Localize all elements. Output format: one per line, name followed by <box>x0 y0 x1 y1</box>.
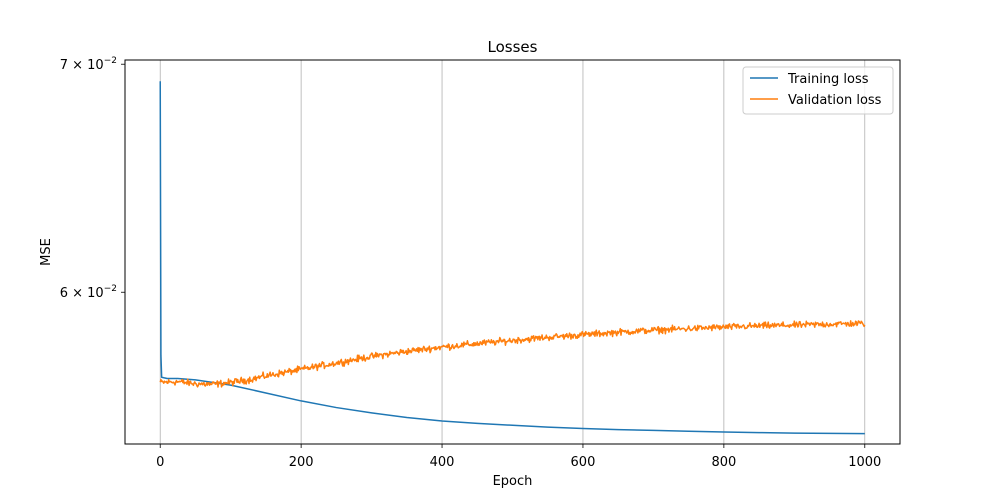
legend-label-training-loss: Training loss <box>787 72 869 87</box>
y-tick-label: 7 × 10−2 <box>60 56 117 73</box>
plot-frame <box>124 59 901 445</box>
series-line-validation-loss <box>159 320 866 388</box>
y-axis: 7 × 10−2 6 × 10−2 <box>60 56 125 301</box>
x-axis: 0 200 400 600 800 1000 <box>156 444 881 470</box>
x-tick-label: 400 <box>430 455 455 470</box>
legend-label-validation-loss: Validation loss <box>788 93 882 108</box>
y-axis-title: MSE <box>39 238 54 266</box>
y-tick-label: 6 × 10−2 <box>60 284 117 301</box>
x-tick-label: 600 <box>571 455 596 470</box>
legend-box <box>742 66 894 115</box>
x-axis-title: Epoch <box>493 474 533 489</box>
x-tick-label: 200 <box>289 455 314 470</box>
x-tick-label: 1000 <box>848 455 881 470</box>
x-tick-label: 0 <box>156 455 164 470</box>
legend: Training loss Validation loss <box>742 66 894 115</box>
series-layer <box>159 81 866 435</box>
chart-title: Losses <box>488 38 538 56</box>
x-tick-label: 800 <box>711 455 736 470</box>
series-line-training-loss <box>159 81 865 435</box>
